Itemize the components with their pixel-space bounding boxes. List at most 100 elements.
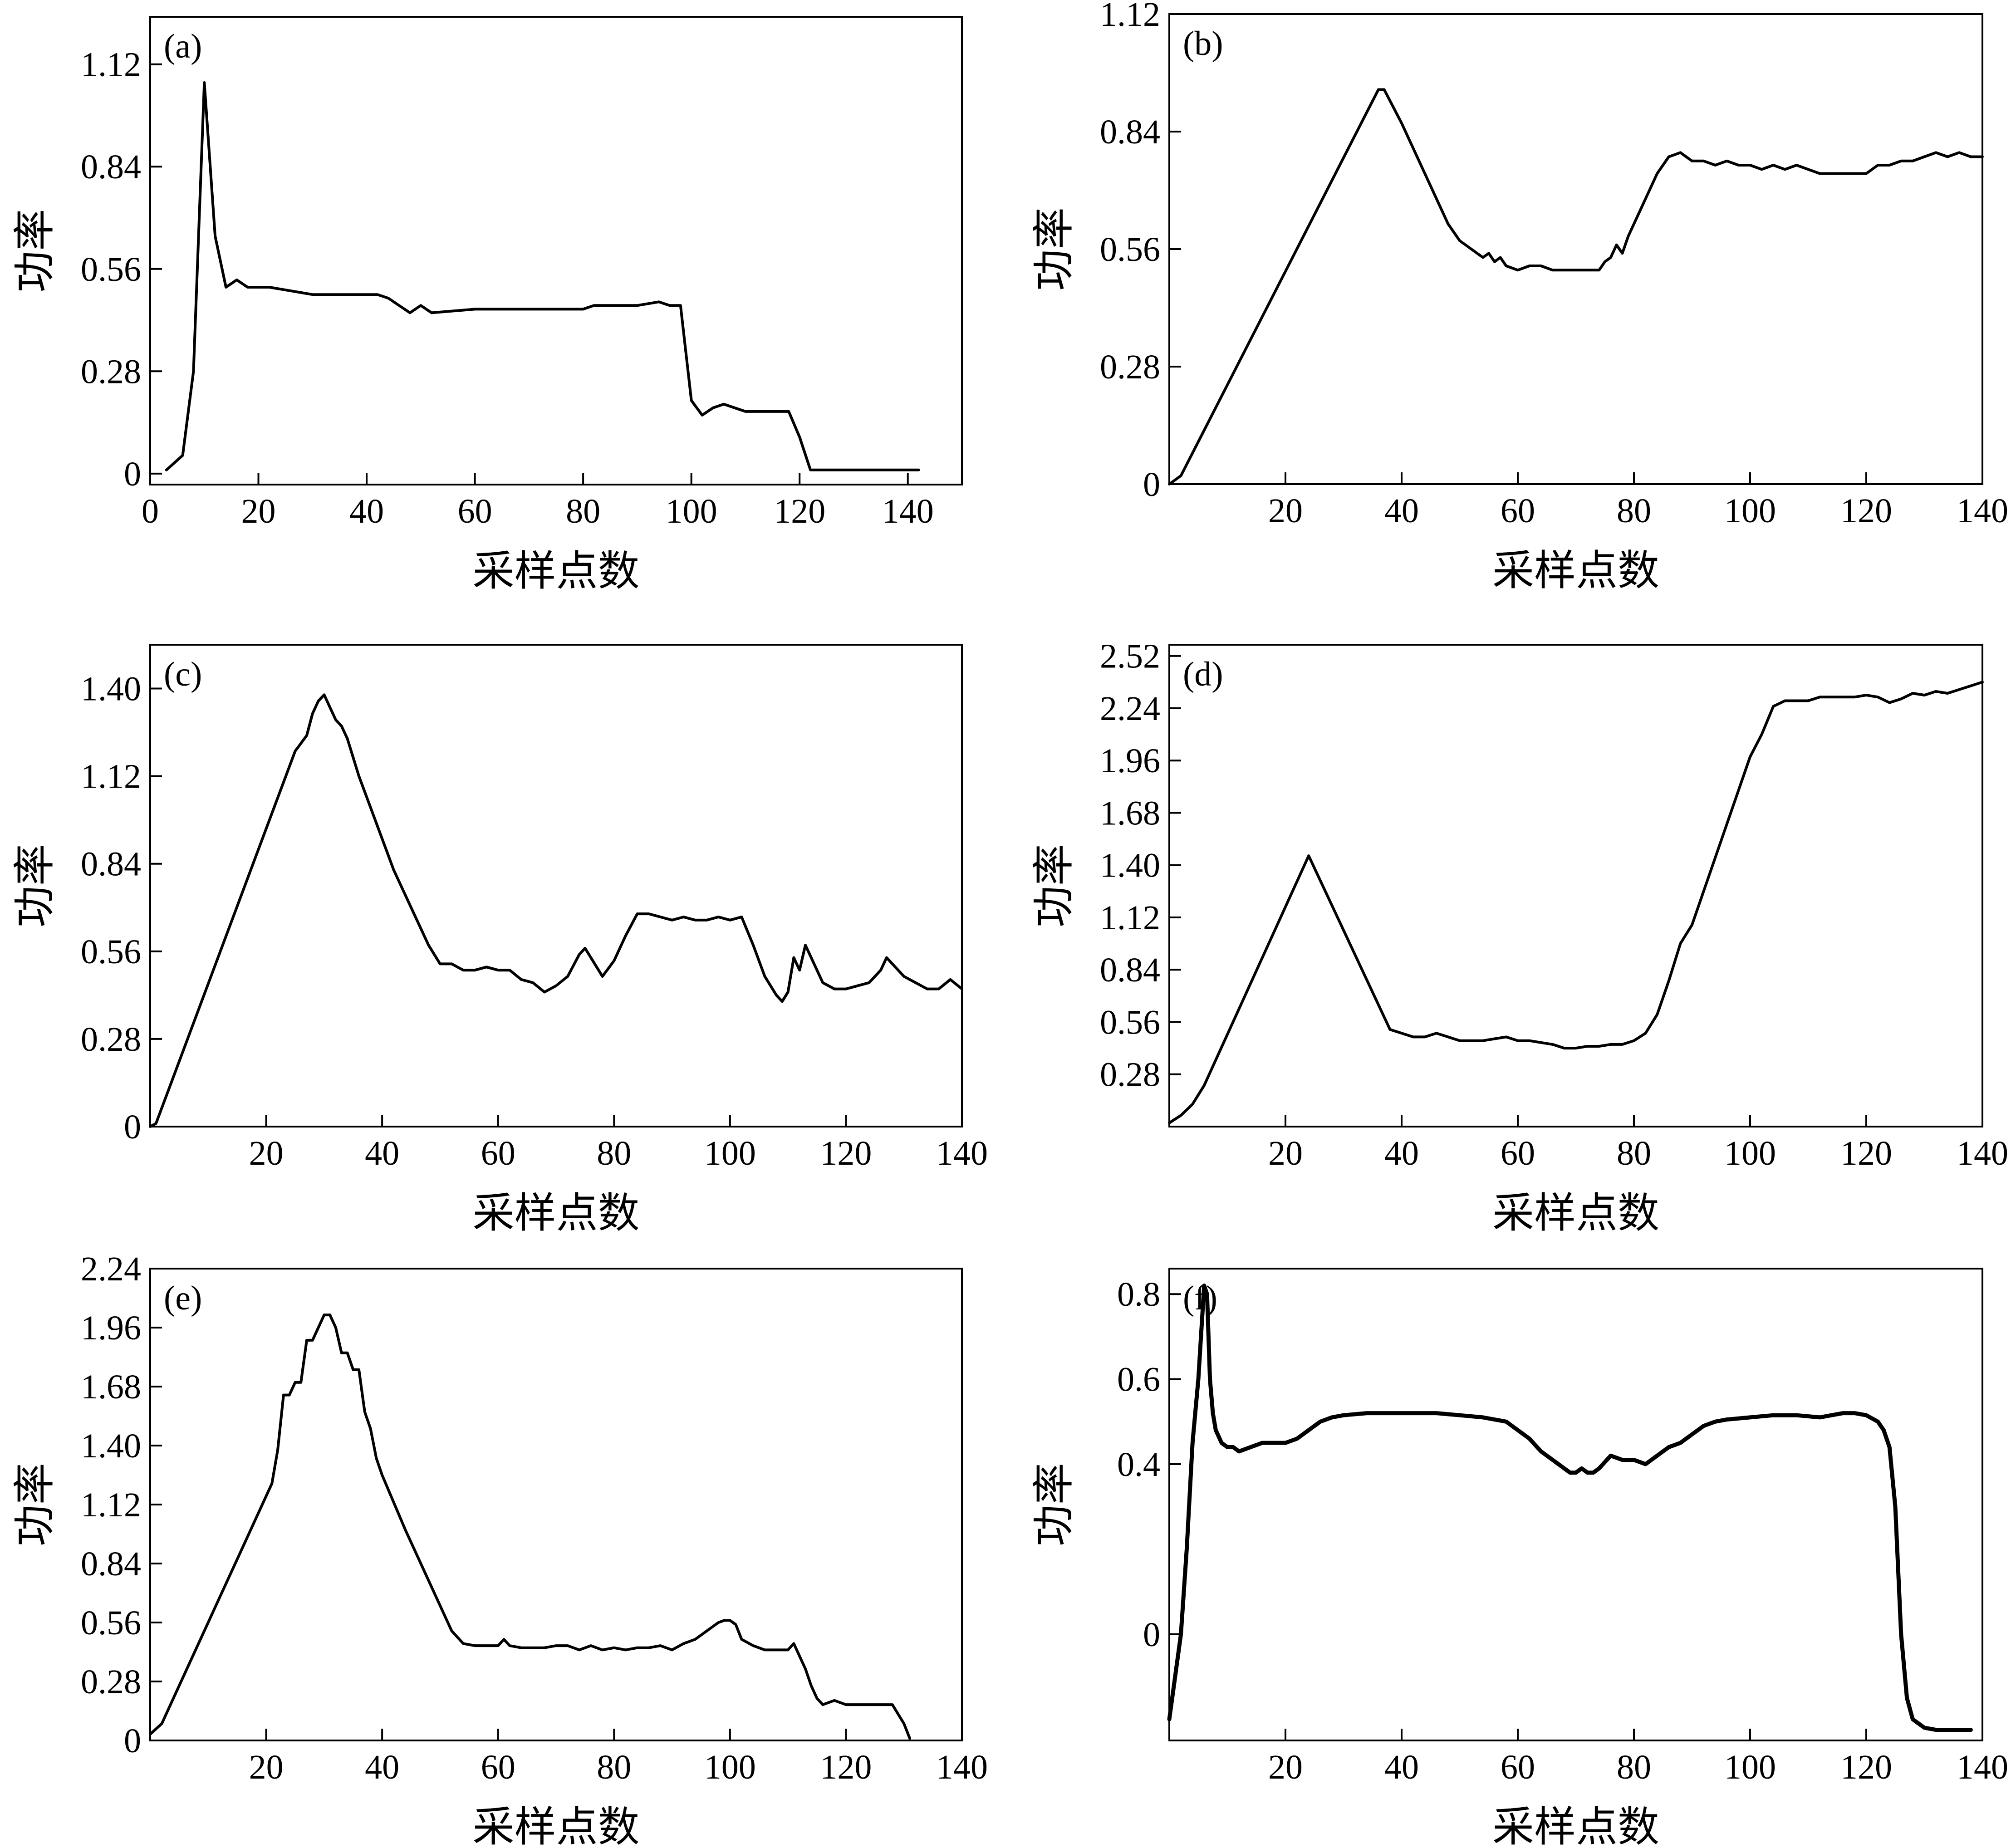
plot-frame bbox=[149, 644, 963, 1127]
y-tick-label: 1.12 bbox=[81, 46, 141, 84]
y-axis-title: 功率 bbox=[1031, 207, 1077, 291]
x-tick-label: 140 bbox=[882, 492, 934, 530]
y-tick-label: 1.12 bbox=[1100, 0, 1160, 34]
x-tick-label: 20 bbox=[1268, 1134, 1303, 1172]
y-tick-label: 0.8 bbox=[1117, 1275, 1160, 1314]
x-tick-label: 60 bbox=[1501, 1134, 1535, 1172]
y-axis-title: 功率 bbox=[1031, 844, 1077, 927]
y-tick-label: 0.84 bbox=[81, 148, 141, 186]
y-axis-title: 功率 bbox=[12, 1463, 58, 1546]
y-tick-label: 0.28 bbox=[1100, 348, 1160, 386]
x-tick-label: 100 bbox=[1724, 1748, 1776, 1786]
x-tick-label: 120 bbox=[1840, 1748, 1892, 1786]
x-tick-label: 80 bbox=[597, 1748, 631, 1786]
x-axis-title: 采样点数 bbox=[1492, 548, 1659, 594]
y-tick-label: 0.56 bbox=[1100, 1003, 1160, 1041]
y-tick-label: 1.40 bbox=[81, 1427, 141, 1465]
y-tick-label: 0.28 bbox=[81, 1020, 141, 1059]
y-tick-label: 0 bbox=[124, 1722, 141, 1760]
x-tick-label: 120 bbox=[820, 1134, 872, 1172]
y-tick-label: 0.56 bbox=[81, 1604, 141, 1642]
x-tick-label: 20 bbox=[249, 1748, 284, 1786]
y-tick-label: 0.28 bbox=[81, 353, 141, 391]
y-tick-label: 0.56 bbox=[81, 933, 141, 971]
y-tick-label: 0.84 bbox=[81, 845, 141, 883]
x-tick-label: 100 bbox=[1724, 492, 1776, 530]
y-axis-title: 功率 bbox=[12, 209, 58, 292]
y-tick-label: 1.96 bbox=[81, 1309, 141, 1347]
series-line bbox=[149, 693, 963, 1128]
y-tick-label: 0 bbox=[124, 1108, 141, 1146]
x-tick-label: 100 bbox=[666, 492, 717, 530]
plot-frame bbox=[149, 16, 963, 485]
x-axis-title: 采样点数 bbox=[1492, 1804, 1659, 1848]
x-tick-label: 20 bbox=[1268, 492, 1303, 530]
y-tick-label: 0.56 bbox=[81, 250, 141, 289]
chart-panel-f: 20 40 60 80 100 120 140 0 0.4 0.6 0.8 (f) 采样点数 功率 bbox=[1031, 1268, 2008, 1848]
x-tick-label: 0 bbox=[142, 492, 159, 530]
x-axis-title: 采样点数 bbox=[1492, 1190, 1659, 1236]
x-tick-label: 60 bbox=[458, 492, 492, 530]
y-tick-label: 2.24 bbox=[81, 1250, 141, 1288]
chart-panel-d: 20 40 60 80 100 120 140 0.28 0.56 0.84 1.12 1.40 1.6… bbox=[1031, 637, 2008, 1236]
x-tick-label: 80 bbox=[1617, 1134, 1651, 1172]
x-tick-label: 100 bbox=[704, 1134, 756, 1172]
y-tick-label: 1.12 bbox=[81, 1486, 141, 1524]
panel-label: (e) bbox=[164, 1279, 202, 1317]
x-tick-label: 40 bbox=[349, 492, 384, 530]
plot-frame bbox=[1168, 1268, 1983, 1741]
y-tick-label: 1.12 bbox=[81, 758, 141, 796]
x-tick-label: 60 bbox=[1501, 1748, 1535, 1786]
y-tick-label: 0.84 bbox=[1100, 113, 1160, 151]
x-tick-label: 80 bbox=[1617, 492, 1651, 530]
y-tick-label: 1.68 bbox=[81, 1368, 141, 1406]
y-tick-label: 1.40 bbox=[1100, 847, 1160, 885]
x-tick-label: 40 bbox=[1384, 492, 1419, 530]
y-tick-label: 1.68 bbox=[1100, 794, 1160, 832]
panel-label: (b) bbox=[1183, 25, 1223, 63]
plot-frame bbox=[1168, 644, 1983, 1127]
y-tick-label: 0.56 bbox=[1100, 230, 1160, 269]
x-tick-label: 80 bbox=[597, 1134, 631, 1172]
series-line bbox=[165, 81, 920, 471]
x-tick-label: 140 bbox=[1957, 1134, 2008, 1172]
chart-panel-a: 0 20 40 60 80 100 120 140 0 0.28 0.56 0.84 1.12 (a) 采样… bbox=[12, 16, 963, 594]
y-tick-label: 0 bbox=[1143, 1616, 1160, 1654]
y-tick-label: 2.52 bbox=[1100, 637, 1160, 676]
chart-panel-c: 20 40 60 80 100 120 140 0 0.28 0.56 0.84 1.12 1.40 (c… bbox=[12, 644, 988, 1236]
y-axis-title: 功率 bbox=[12, 844, 58, 927]
panel-label: (d) bbox=[1183, 655, 1223, 693]
y-tick-label: 1.12 bbox=[1100, 899, 1160, 937]
x-tick-label: 120 bbox=[774, 492, 825, 530]
x-axis-title: 采样点数 bbox=[472, 548, 639, 594]
y-tick-label: 1.40 bbox=[81, 670, 141, 708]
chart-panel-e: 20 40 60 80 100 120 140 0 0.28 0.56 0.84 1.12 1.40 1.… bbox=[12, 1250, 988, 1848]
x-axis-title: 采样点数 bbox=[472, 1804, 639, 1848]
y-tick-label: 0.4 bbox=[1117, 1446, 1160, 1484]
series-line bbox=[1168, 88, 1984, 485]
y-tick-label: 0 bbox=[124, 455, 141, 493]
y-axis-title: 功率 bbox=[1031, 1463, 1077, 1546]
x-tick-label: 60 bbox=[1501, 492, 1535, 530]
x-tick-label: 40 bbox=[1384, 1748, 1419, 1786]
x-tick-label: 120 bbox=[1840, 1134, 1892, 1172]
y-tick-label: 0.84 bbox=[1100, 951, 1160, 989]
x-tick-label: 60 bbox=[481, 1134, 515, 1172]
chart-panel-b: 20 40 60 80 100 120 140 0 0.28 0.56 0.84 1.12 (b) 采样点… bbox=[1031, 0, 2008, 594]
y-tick-label: 0 bbox=[1143, 466, 1160, 504]
y-tick-label: 2.24 bbox=[1100, 690, 1160, 728]
x-tick-label: 140 bbox=[936, 1134, 988, 1172]
x-axis-title: 采样点数 bbox=[472, 1190, 639, 1236]
x-tick-label: 40 bbox=[365, 1748, 399, 1786]
x-tick-label: 80 bbox=[1617, 1748, 1651, 1786]
series-line bbox=[1168, 681, 1984, 1124]
x-tick-label: 40 bbox=[365, 1134, 399, 1172]
x-tick-label: 20 bbox=[249, 1134, 284, 1172]
y-tick-label: 0.6 bbox=[1117, 1361, 1160, 1399]
y-tick-label: 0.28 bbox=[81, 1663, 141, 1701]
series-line bbox=[149, 1314, 911, 1740]
x-tick-label: 80 bbox=[566, 492, 600, 530]
series-line bbox=[1167, 1284, 1973, 1732]
